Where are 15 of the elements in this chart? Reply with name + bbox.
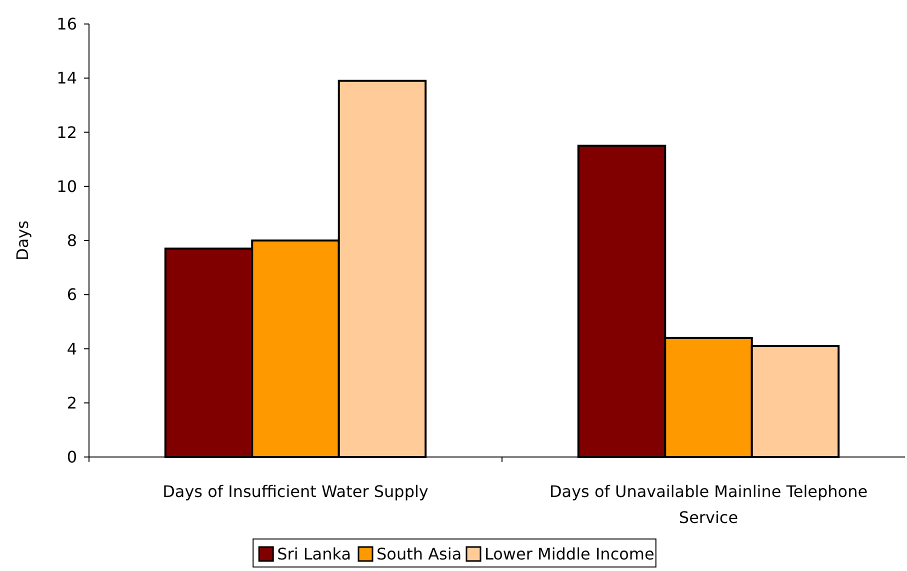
y-tick-label: 14	[56, 68, 77, 88]
y-tick-label: 6	[66, 285, 77, 304]
y-tick-label: 16	[56, 14, 77, 34]
x-tick-label: Days of Insufficient Water Supply	[162, 482, 428, 501]
legend-label: Sri Lanka	[277, 544, 352, 564]
y-tick-label: 8	[66, 231, 77, 250]
x-tick-label: Days of Unavailable Mainline Telephone Service	[549, 482, 868, 527]
y-tick-label: 10	[56, 176, 77, 196]
y-tick-label: 2	[66, 393, 77, 412]
legend-label: South Asia	[376, 544, 462, 564]
y-axis-title: Days	[13, 220, 32, 260]
y-tick-label: 0	[66, 448, 77, 467]
legend-label: Lower Middle Income	[484, 544, 654, 564]
y-tick-label: 4	[66, 339, 77, 358]
y-tick-label: 12	[56, 122, 77, 142]
